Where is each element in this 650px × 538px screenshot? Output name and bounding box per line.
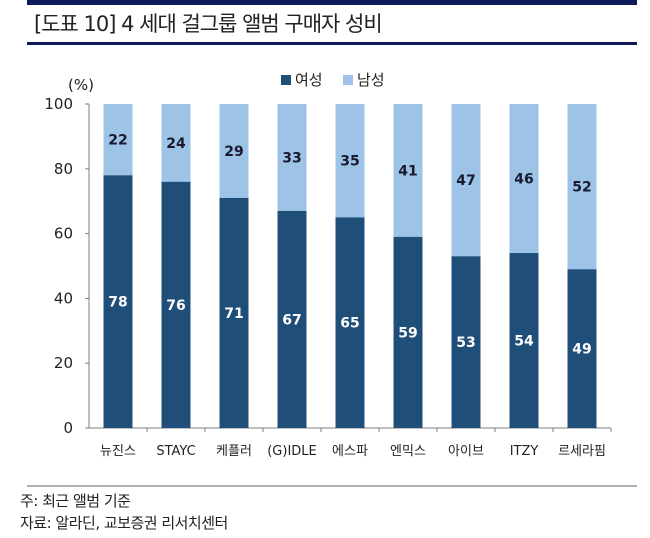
bar-segment-male (161, 104, 191, 182)
chart-title: [도표 10] 4 세대 걸그룹 앨범 구매자 성비 (34, 12, 383, 36)
y-tick-label: 60 (54, 225, 73, 243)
data-label-female: 59 (398, 325, 417, 341)
bar-segment-male (451, 104, 481, 257)
x-category-label: 뉴진스 (100, 444, 136, 459)
legend-label-male: 남성 (357, 71, 385, 89)
bar-segment-male (567, 104, 597, 270)
data-label-male: 52 (572, 180, 591, 196)
data-label-female: 49 (572, 342, 591, 358)
data-label-female: 54 (514, 334, 534, 350)
data-label-female: 71 (224, 306, 243, 322)
legend-swatch-female (281, 75, 291, 85)
bar-segment-female (103, 175, 133, 428)
x-category-label: 엔믹스 (390, 444, 426, 459)
data-label-female: 78 (108, 295, 127, 311)
y-tick-label: 0 (63, 419, 73, 437)
footnote: 주: 최근 앨범 기준 (20, 492, 131, 510)
bars (103, 104, 597, 428)
title-divider (27, 42, 637, 45)
bar-segment-male (393, 104, 423, 237)
bar-segment-female (567, 269, 597, 428)
data-label-male: 41 (398, 163, 417, 179)
y-tick-label: 100 (44, 95, 73, 113)
footer-divider (27, 485, 637, 487)
bar-segment-male (277, 104, 307, 211)
x-category-label: 에스파 (332, 444, 368, 459)
data-label-male: 33 (282, 150, 301, 166)
data-label-male: 35 (340, 154, 359, 170)
bar-segment-male (219, 104, 249, 198)
data-label-male: 46 (514, 172, 533, 188)
bar-segment-female (393, 236, 423, 428)
bar-segment-female (509, 253, 539, 428)
top-border (27, 0, 637, 5)
x-category-label: ITZY (510, 444, 539, 459)
y-tick-label: 80 (54, 160, 73, 178)
labels: 78 22 뉴진스 76 24 STAYC 71 29 케플러 67 33 (G)IDLE 65 35 에스… (100, 133, 606, 459)
bar-segment-male (103, 104, 133, 176)
unit-label: (%) (68, 76, 94, 94)
bar-segment-male (335, 104, 365, 218)
data-label-female: 65 (340, 316, 359, 332)
source-note: 자료: 알라딘, 교보증권 리서치센터 (20, 514, 228, 532)
x-category-label: 아이브 (448, 444, 484, 459)
x-category-label: STAYC (156, 444, 195, 459)
data-label-female: 53 (456, 335, 475, 351)
stacked-bar-chart: (%) 여성 남성 0 20 40 60 80 100 78 22 뉴진스 76 24 STAYC 71… (44, 71, 612, 459)
data-label-male: 22 (108, 133, 127, 149)
x-category-label: 르세라핌 (558, 444, 606, 459)
y-tick-label: 40 (54, 289, 73, 307)
data-label-male: 47 (456, 173, 475, 189)
x-category-label: (G)IDLE (267, 444, 317, 459)
bar-segment-female (277, 210, 307, 428)
legend-label-female: 여성 (295, 71, 323, 89)
bar-segment-female (161, 181, 191, 428)
data-label-male: 29 (224, 144, 243, 160)
x-category-label: 케플러 (216, 444, 252, 459)
data-label-female: 67 (282, 312, 301, 328)
bar-segment-male (509, 104, 539, 254)
bar-segment-female (219, 197, 249, 428)
legend: 여성 남성 (281, 71, 385, 89)
bar-segment-female (451, 256, 481, 428)
data-label-female: 76 (166, 298, 185, 314)
data-label-male: 24 (166, 136, 186, 152)
legend-swatch-male (343, 75, 353, 85)
y-tick-label: 20 (54, 354, 73, 372)
bar-segment-female (335, 217, 365, 428)
